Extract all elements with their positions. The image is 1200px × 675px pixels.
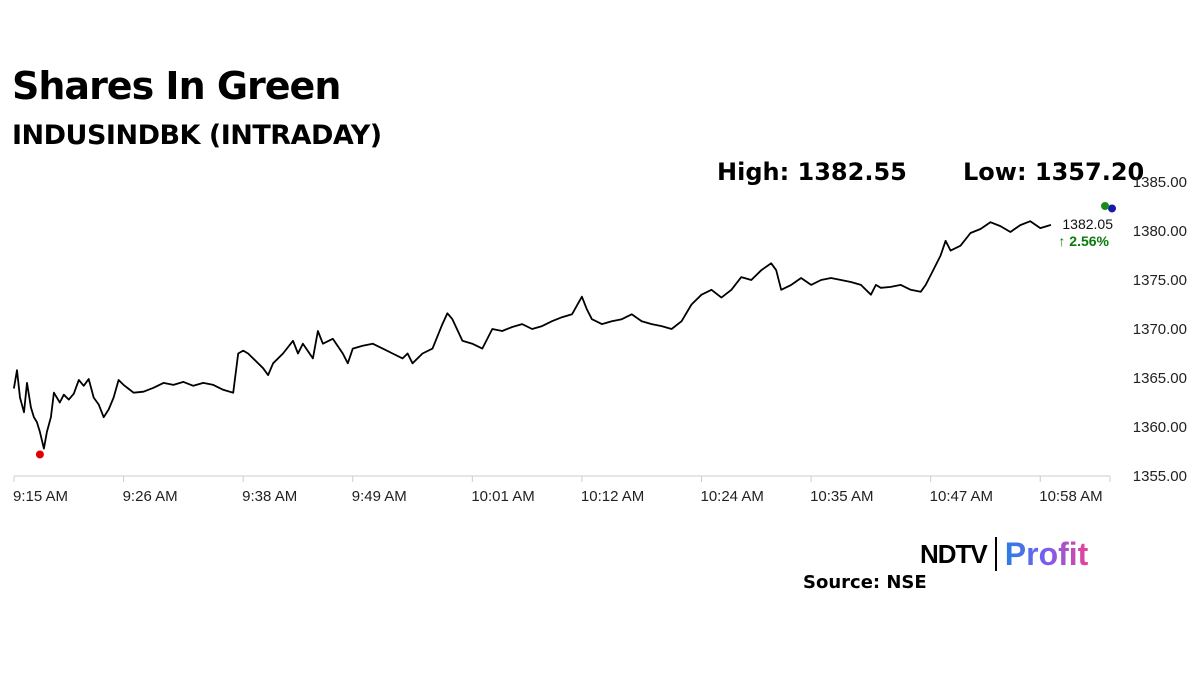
source-note: Source: NSE <box>803 572 927 593</box>
y-tick-label: 1380.00 <box>1133 223 1187 240</box>
brand-logo: NDTV Profit <box>920 534 1088 574</box>
chart-title: Shares In Green <box>12 64 341 108</box>
y-tick-label: 1385.00 <box>1133 174 1187 191</box>
price-series-line <box>13 220 1052 450</box>
x-tick-label: 10:47 AM <box>930 488 993 505</box>
y-tick-label: 1360.00 <box>1133 419 1187 436</box>
x-tick-label: 10:58 AM <box>1039 488 1102 505</box>
brand-divider <box>994 537 997 571</box>
last-point-marker <box>1107 204 1116 213</box>
day-low-stat: Low: 1357.20 <box>963 158 1145 186</box>
x-tick-label: 10:12 AM <box>581 488 644 505</box>
x-tick-label: 10:35 AM <box>810 488 873 505</box>
x-tick-label: 10:01 AM <box>471 488 534 505</box>
last-price-label: 1382.05 <box>1062 216 1113 232</box>
y-tick-label: 1375.00 <box>1133 272 1187 289</box>
y-tick-label: 1370.00 <box>1133 321 1187 338</box>
y-tick-label: 1365.00 <box>1133 370 1187 387</box>
x-tick-label: 9:26 AM <box>123 488 178 505</box>
brand-ndtv-wordmark: NDTV <box>920 538 988 569</box>
high-point-marker <box>1101 202 1110 211</box>
x-tick-label: 9:15 AM <box>13 488 68 505</box>
day-high-stat: High: 1382.55 <box>717 158 907 186</box>
x-tick-label: 9:49 AM <box>352 488 407 505</box>
brand-profit-wordmark: Profit <box>1004 535 1089 572</box>
low-point-marker <box>35 450 44 459</box>
change-percent-label: ↑ 2.56% <box>1058 233 1109 249</box>
chart-subtitle: INDUSINDBK (INTRADAY) <box>12 120 382 151</box>
x-tick-label: 9:38 AM <box>242 488 297 505</box>
y-tick-label: 1355.00 <box>1133 468 1187 485</box>
x-tick-label: 10:24 AM <box>700 488 763 505</box>
